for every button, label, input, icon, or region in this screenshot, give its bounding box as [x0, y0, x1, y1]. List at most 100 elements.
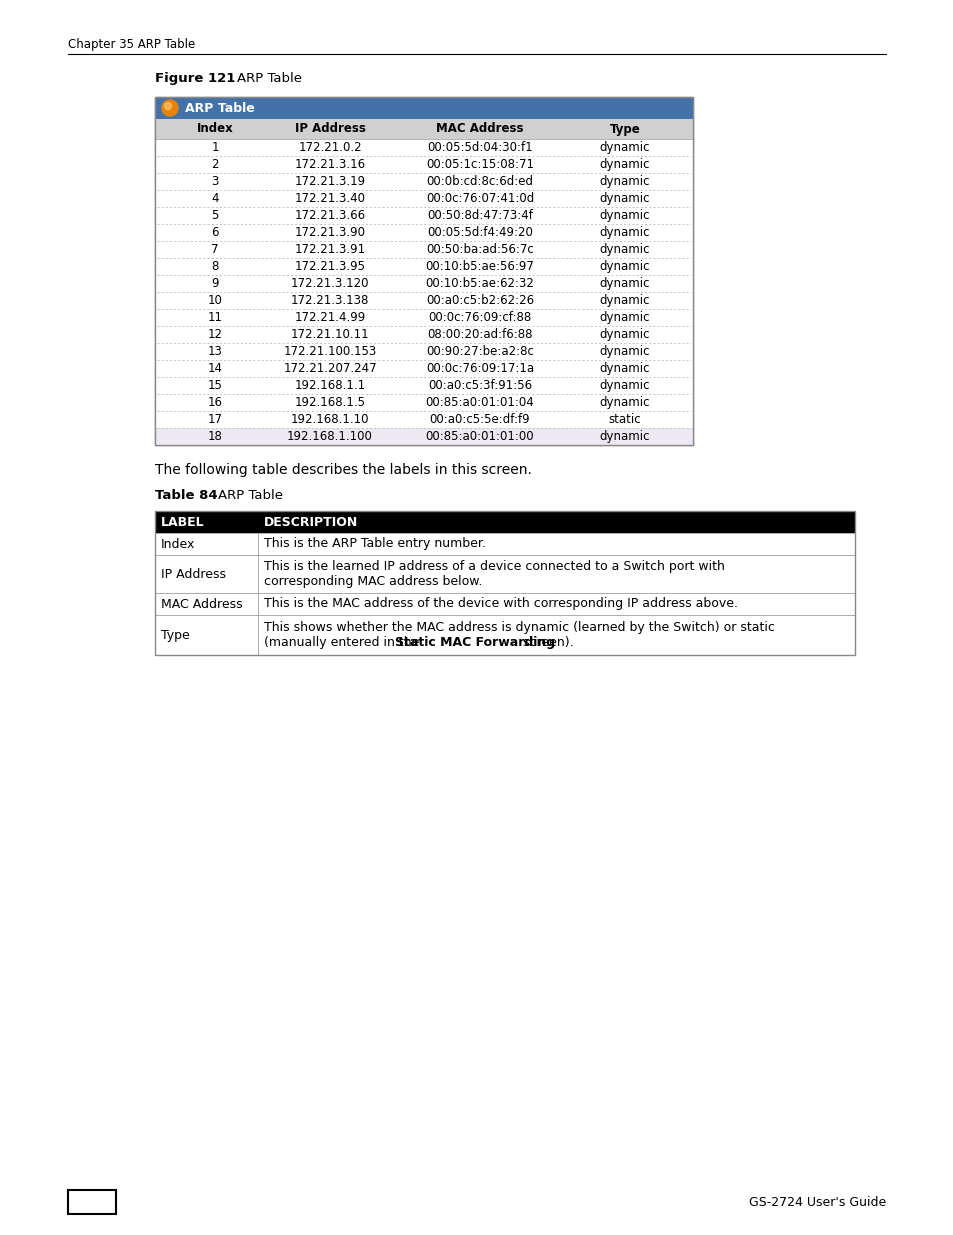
Text: GS-2724 User's Guide: GS-2724 User's Guide	[748, 1195, 885, 1209]
Text: IP Address: IP Address	[294, 122, 365, 136]
Text: Index: Index	[161, 537, 195, 551]
Text: dynamic: dynamic	[599, 396, 650, 409]
Bar	[154, 98, 692, 445]
Text: 13: 13	[208, 345, 222, 358]
Text: 172.21.3.19: 172.21.3.19	[294, 175, 365, 188]
Text: ARP Table: ARP Table	[185, 101, 254, 115]
Text: dynamic: dynamic	[599, 209, 650, 222]
Text: 10: 10	[208, 294, 222, 308]
Text: 16: 16	[208, 396, 222, 409]
Text: 08:00:20:ad:f6:88: 08:00:20:ad:f6:88	[427, 329, 532, 341]
Text: MAC Address: MAC Address	[161, 598, 242, 610]
Bar	[154, 207, 692, 224]
Text: 00:85:a0:01:01:00: 00:85:a0:01:01:00	[425, 430, 534, 443]
Text: 172.21.207.247: 172.21.207.247	[283, 362, 376, 375]
Text: IP Address: IP Address	[161, 568, 226, 580]
Bar	[154, 173, 692, 190]
Text: 7: 7	[211, 243, 218, 256]
Bar	[154, 411, 692, 429]
Bar	[154, 394, 692, 411]
Bar	[154, 377, 692, 394]
Bar	[154, 429, 692, 445]
Text: dynamic: dynamic	[599, 226, 650, 240]
Text: static: static	[608, 412, 640, 426]
Text: Figure 121: Figure 121	[154, 72, 235, 85]
Text: 192.168.1.100: 192.168.1.100	[287, 430, 373, 443]
Text: 172.21.3.90: 172.21.3.90	[294, 226, 365, 240]
Text: dynamic: dynamic	[599, 141, 650, 154]
Text: This is the MAC address of the device with corresponding IP address above.: This is the MAC address of the device wi…	[264, 598, 738, 610]
Text: Index: Index	[196, 122, 233, 136]
Text: 00:0b:cd:8c:6d:ed: 00:0b:cd:8c:6d:ed	[426, 175, 533, 188]
Text: 172.21.100.153: 172.21.100.153	[283, 345, 376, 358]
Bar	[154, 511, 854, 534]
Bar	[68, 1191, 116, 1214]
Bar	[154, 359, 692, 377]
Text: dynamic: dynamic	[599, 243, 650, 256]
Bar	[154, 156, 692, 173]
Text: 00:a0:c5:b2:62:26: 00:a0:c5:b2:62:26	[425, 294, 534, 308]
Text: 1: 1	[211, 141, 218, 154]
Text: 172.21.3.40: 172.21.3.40	[294, 191, 365, 205]
Text: 172.21.4.99: 172.21.4.99	[294, 311, 365, 324]
Bar	[154, 555, 854, 593]
Text: 172.21.3.91: 172.21.3.91	[294, 243, 365, 256]
Text: dynamic: dynamic	[599, 175, 650, 188]
Text: 192.168.1.10: 192.168.1.10	[291, 412, 369, 426]
Bar	[154, 593, 854, 615]
Text: 192.168.1.1: 192.168.1.1	[294, 379, 365, 391]
Text: Type: Type	[609, 122, 639, 136]
Text: 12: 12	[208, 329, 222, 341]
Text: DESCRIPTION: DESCRIPTION	[264, 515, 358, 529]
Text: Type: Type	[161, 629, 190, 641]
Text: 00:10:b5:ae:62:32: 00:10:b5:ae:62:32	[425, 277, 534, 290]
Text: 172.21.3.138: 172.21.3.138	[291, 294, 369, 308]
Bar	[154, 275, 692, 291]
Text: 00:0c:76:07:41:0d: 00:0c:76:07:41:0d	[425, 191, 534, 205]
Bar	[154, 291, 692, 309]
Text: 4: 4	[211, 191, 218, 205]
Text: This is the ARP Table entry number.: This is the ARP Table entry number.	[264, 537, 485, 551]
Text: 172.21.0.2: 172.21.0.2	[298, 141, 361, 154]
Text: 172.21.3.66: 172.21.3.66	[294, 209, 365, 222]
Text: 192.168.1.5: 192.168.1.5	[294, 396, 365, 409]
Text: dynamic: dynamic	[599, 261, 650, 273]
Text: 172.21.3.95: 172.21.3.95	[294, 261, 365, 273]
Text: dynamic: dynamic	[599, 379, 650, 391]
Text: dynamic: dynamic	[599, 329, 650, 341]
Text: dynamic: dynamic	[599, 430, 650, 443]
Text: 17: 17	[208, 412, 222, 426]
Circle shape	[162, 100, 178, 116]
Text: 3: 3	[212, 175, 218, 188]
Text: This is the learned IP address of a device connected to a Switch port with: This is the learned IP address of a devi…	[264, 559, 724, 573]
Text: 00:05:1c:15:08:71: 00:05:1c:15:08:71	[426, 158, 534, 170]
Text: 2: 2	[211, 158, 218, 170]
Text: Table 84: Table 84	[154, 489, 217, 501]
Text: dynamic: dynamic	[599, 345, 650, 358]
Text: 172.21.3.16: 172.21.3.16	[294, 158, 365, 170]
Bar	[154, 119, 692, 140]
Text: dynamic: dynamic	[599, 158, 650, 170]
Bar	[154, 309, 692, 326]
Bar	[154, 224, 692, 241]
Text: corresponding MAC address below.: corresponding MAC address below.	[264, 576, 482, 588]
Bar	[154, 326, 692, 343]
Text: 6: 6	[211, 226, 218, 240]
Text: 14: 14	[208, 362, 222, 375]
Text: dynamic: dynamic	[599, 277, 650, 290]
Bar	[154, 140, 692, 156]
Bar	[154, 98, 692, 445]
Text: 00:a0:c5:5e:df:f9: 00:a0:c5:5e:df:f9	[429, 412, 530, 426]
Text: 172.21.3.120: 172.21.3.120	[291, 277, 369, 290]
Text: Chapter 35 ARP Table: Chapter 35 ARP Table	[68, 38, 195, 51]
Text: This shows whether the MAC address is dynamic (learned by the Switch) or static: This shows whether the MAC address is dy…	[264, 621, 774, 634]
Text: dynamic: dynamic	[599, 311, 650, 324]
Text: screen).: screen).	[518, 636, 573, 650]
Text: 00:90:27:be:a2:8c: 00:90:27:be:a2:8c	[426, 345, 534, 358]
Text: 00:05:5d:04:30:f1: 00:05:5d:04:30:f1	[427, 141, 533, 154]
Text: dynamic: dynamic	[599, 294, 650, 308]
Text: 15: 15	[208, 379, 222, 391]
Text: 9: 9	[211, 277, 218, 290]
Text: 00:50:8d:47:73:4f: 00:50:8d:47:73:4f	[427, 209, 533, 222]
Bar	[154, 241, 692, 258]
